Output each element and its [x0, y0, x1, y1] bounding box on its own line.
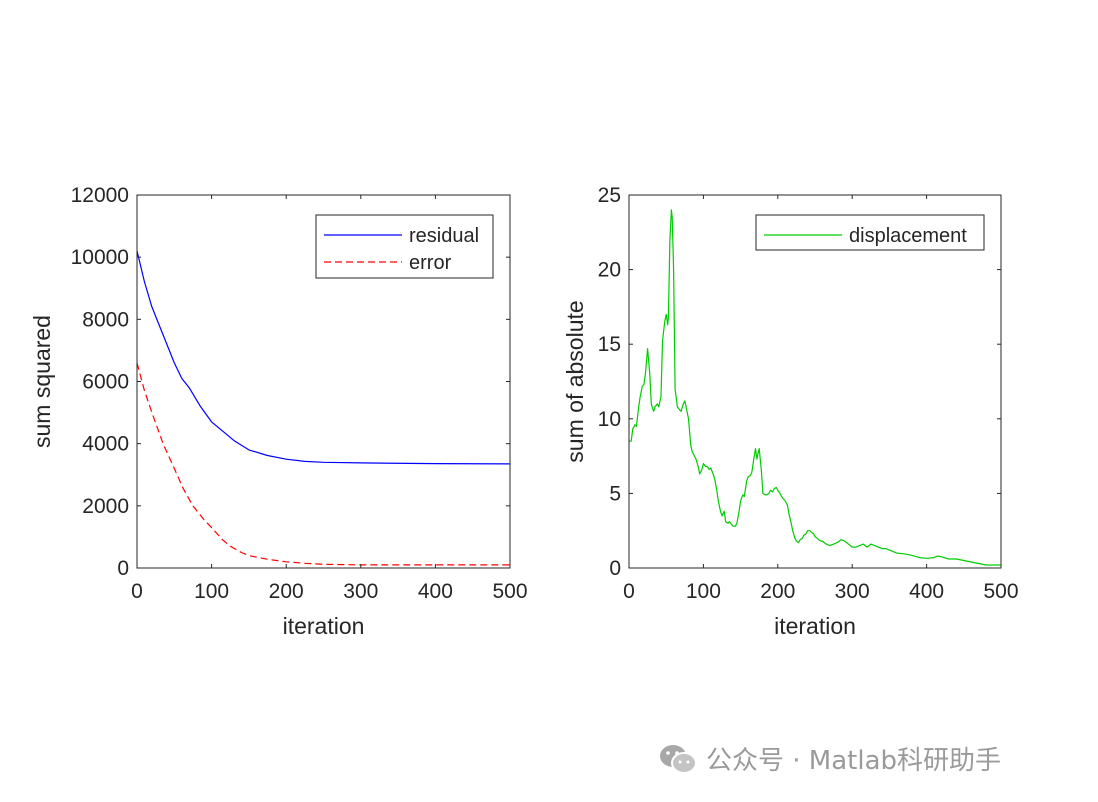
x-tick-label: 200	[760, 580, 795, 603]
watermark-text: 公众号 · Matlab科研助手	[706, 746, 1002, 776]
x-tick-label: 500	[492, 580, 527, 603]
x-tick-label: 100	[686, 580, 721, 603]
series-line-displacement	[629, 209, 1001, 566]
x-tick-label: 0	[623, 580, 635, 603]
subplot-1: 0 100 200 300 400 500 0 2000 4000 6000 8000 10000 12…	[29, 184, 528, 639]
series-line-error	[136, 362, 510, 566]
legend-label: error	[409, 252, 452, 274]
y-tick-label: 25	[598, 184, 621, 207]
x-axis-label: iteration	[283, 613, 365, 639]
y-tick-label: 0	[117, 557, 129, 580]
y-tick-label: 10000	[71, 246, 129, 269]
y-tick-label: 5	[609, 482, 621, 505]
y-tick-label: 10	[598, 408, 621, 431]
y-tick-label: 2000	[82, 495, 129, 518]
y-tick-label: 0	[609, 557, 621, 580]
x-tick-label: 400	[418, 580, 453, 603]
x-tick-label: 400	[909, 580, 944, 603]
y-tick-label: 6000	[82, 371, 129, 394]
y-tick-label: 20	[598, 259, 621, 282]
legend-box	[755, 214, 985, 251]
x-tick-label: 0	[131, 580, 143, 603]
legend-label: residual	[409, 225, 479, 247]
legend-box	[315, 214, 494, 279]
x-tick-label: 300	[835, 580, 870, 603]
subplot-2: 0 100 200 300 400 500 0 5 10 15 20 25 iteration sum o…	[562, 184, 1019, 639]
y-tick-label: 15	[598, 333, 621, 356]
legend: displacement	[755, 214, 985, 251]
y-tick-label: 12000	[71, 184, 129, 207]
x-tick-label: 100	[194, 580, 229, 603]
x-axis-label: iteration	[774, 613, 856, 639]
legend: residual error	[315, 214, 494, 279]
y-tick-label: 4000	[82, 433, 129, 456]
x-tick-label: 500	[983, 580, 1018, 603]
legend-label: displacement	[849, 225, 967, 247]
x-tick-label: 200	[269, 580, 304, 603]
wechat-icon	[660, 744, 697, 774]
watermark: 公众号 · Matlab科研助手	[658, 740, 1001, 777]
y-tick-label: 8000	[82, 308, 129, 331]
series-line-residual	[136, 250, 511, 465]
y-axis-label: sum squared	[29, 315, 55, 448]
x-tick-label: 300	[343, 580, 378, 603]
y-axis-label: sum of absolute	[562, 300, 588, 462]
axes-box	[628, 194, 1002, 569]
